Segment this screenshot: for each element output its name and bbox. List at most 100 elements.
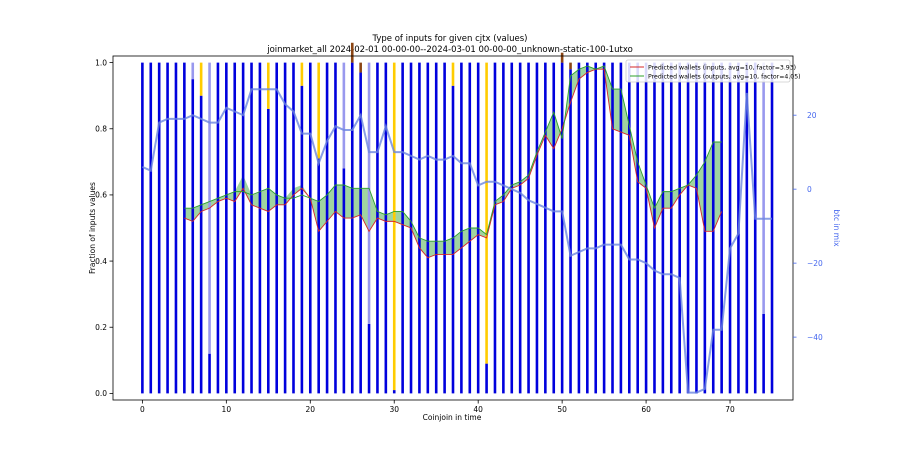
bar-blue [535,62,539,394]
bar-blue [678,62,681,394]
bar-blue [376,62,379,394]
bar-blue [611,62,614,394]
bar-blue [493,62,497,394]
bar-gold [451,62,455,86]
fill-segment [612,89,621,133]
bar-series-group [141,42,774,394]
bar-blue [544,62,547,394]
bar-blue [367,323,371,394]
bar-gold [267,62,270,109]
fill-segment [268,188,277,212]
bar-blue [401,62,404,394]
fill-segment [696,161,705,232]
bar-blue [267,108,270,394]
bar-blue [174,62,178,394]
bar-blue [451,85,455,394]
bar-blue [283,62,287,394]
fill-segment [436,241,445,255]
bar-blue [191,79,195,394]
y-tick-label: 0.4 [95,257,107,266]
line-btc-in-mix [141,88,773,394]
fill-segment [671,188,680,209]
bar-blue [258,62,262,394]
bar-blue [342,168,346,394]
fill-segment [620,89,630,136]
legend-box [625,59,791,83]
bar-blue [661,62,665,394]
fill-segment [285,188,294,205]
bar-blue [443,62,446,394]
bar-blue [510,62,514,394]
bar-blue [199,95,203,394]
bar-blue [502,62,505,394]
fill-segment [553,112,563,149]
bar-blue [350,62,354,394]
bar-blue [728,62,732,394]
fill-segment [478,228,487,238]
fill-segment [201,201,210,212]
bar-blue [594,62,598,394]
x-tick-label: 50 [557,405,567,414]
fill-segment [654,191,663,228]
bar-blue [418,62,421,394]
bar-blue [703,62,707,394]
y2-axis-label: btc in mix [832,209,841,247]
fill-segment [335,185,344,219]
bar-blue [216,62,220,394]
fill-segment [301,185,311,199]
bar-blue [686,62,690,394]
bar-blue [518,62,522,394]
fill-segment [511,181,521,189]
chart-subtitle: joinmarket_all 2024-02-01 00-00-00--2024… [266,45,633,55]
fill-segment [419,237,428,258]
bar-blue [241,62,245,394]
bar-blue [183,62,186,394]
plot-frame [112,55,794,401]
y-tick-label: 0.0 [95,389,107,398]
fill-segment [259,188,269,212]
fill-segment [688,175,697,189]
bar-blue [619,62,623,394]
bar-gold [300,62,304,86]
bar-blue [157,62,161,394]
line-predicted-inputs [184,68,723,259]
axes-group: 0 10 20 30 40 50 60 70 0.0 0.2 0.4 0.6 0.8 1.0 −40 −20 0… [95,55,823,414]
fill-segment [587,65,596,73]
fill-segment [394,211,403,225]
chart-title: Type of inputs for given cjtx (values) [372,34,528,44]
bar-gold [317,62,320,159]
fill-segment [293,185,302,195]
fill-segment [427,241,437,258]
fill-segment [402,211,412,228]
legend-label: Predicted wallets (inputs, avg=10, facto… [648,65,796,72]
bar-blue [141,62,144,394]
bar-lightblue [342,62,346,169]
wallet-prediction-fills [184,65,722,258]
fill-segment [327,185,336,222]
bar-blue [359,72,362,394]
bar-blue [586,62,589,394]
fill-segment [343,185,353,219]
fill-segment [713,142,722,232]
line-predicted-outputs [184,65,722,242]
fill-segment [192,204,202,222]
fill-segment [570,69,579,103]
x-axis-label: Coinjoin in time [423,413,482,422]
bar-blue [434,62,438,394]
y2-tick-label: 20 [807,111,817,120]
bar-blue [552,62,556,394]
bar-brown [350,42,354,63]
bar-lightblue [191,62,195,80]
bar-gold [199,62,203,96]
bar-blue [250,62,253,394]
bar-blue [753,62,757,394]
fill-segment [444,237,453,255]
bar-blue [308,62,312,394]
y-tick-label: 0.2 [95,323,107,332]
bar-brown [569,62,572,70]
bar-blue [485,363,488,394]
bar-blue [300,85,304,394]
bar-blue [334,62,337,394]
